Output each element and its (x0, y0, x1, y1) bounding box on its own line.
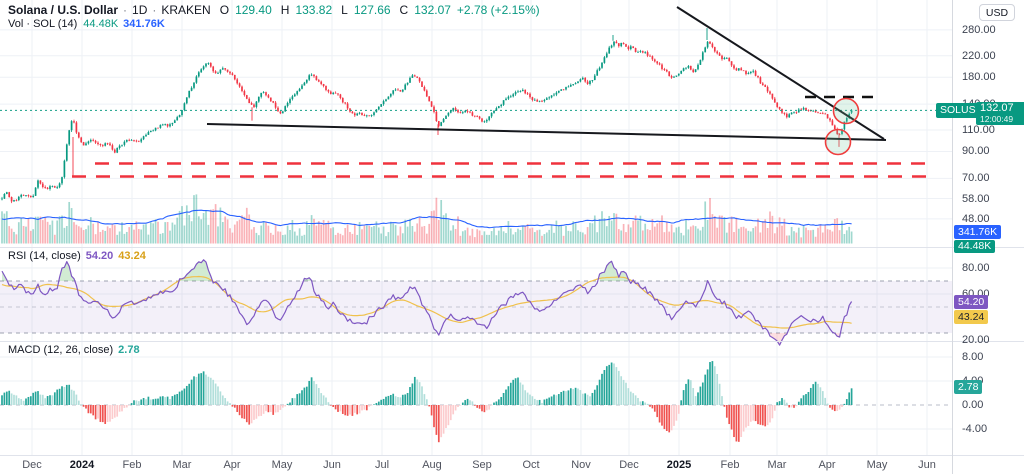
symbol-price-label-badge: SOLUSD (936, 103, 988, 118)
price-tick-label: 48.00 (962, 212, 990, 225)
rsi-ma-badge-text: 43.24 (958, 310, 985, 323)
macd-histogram (1, 361, 853, 443)
rsi-tick-label: 80.00 (962, 262, 990, 274)
support-trendline (206, 123, 887, 141)
macd-tick-label: -4.00 (962, 423, 988, 435)
time-axis-month-label: May (271, 459, 293, 471)
separator-dot: · (152, 3, 157, 17)
rsi-series (1, 259, 853, 346)
rsi-badge-text: 54.20 (958, 295, 985, 308)
macd-badge-text: 2.78 (958, 380, 979, 393)
macd-tick-label: 0.00 (962, 399, 984, 411)
rsi-band (0, 280, 952, 334)
open-value: 129.40 (235, 3, 272, 17)
time-axis-month-label: Sep (472, 459, 492, 471)
time-axis-month-label: Nov (571, 459, 591, 471)
time-axis-month-label: Feb (720, 459, 740, 471)
panel-separator[interactable] (0, 247, 1024, 248)
candlestick-series (1, 28, 853, 204)
time-axis-year-label: 2024 (69, 459, 95, 471)
rsi-value: 54.20 (85, 250, 114, 262)
time-axis-month-label: Jun (918, 459, 936, 471)
symbol-badge-text: SOLUSD (940, 104, 984, 117)
time-axis-month-label: May (866, 459, 888, 471)
drawings-layer[interactable] (0, 6, 952, 178)
change-value: +2.78 (+2.15%) (456, 3, 540, 17)
highlight-circle[interactable] (824, 128, 852, 156)
low-label: L (341, 3, 348, 17)
symbol-title[interactable]: Solana / U.S. Dollar (8, 3, 119, 17)
time-axis-month-label: Mar (767, 459, 787, 471)
price-tick-label: 220.00 (962, 49, 996, 62)
rsi-ma-badge: 43.24 (954, 310, 989, 324)
time-axis-month-label: Apr (818, 459, 836, 471)
descending-trendline (676, 6, 885, 140)
rsi-value-badge: 54.20 (954, 295, 989, 309)
time-axis-month-label: Dec (22, 459, 42, 471)
price-tick-label: 280.00 (962, 23, 996, 36)
close-value: 132.07 (414, 3, 451, 17)
high-value: 133.82 (295, 3, 333, 17)
panel-separator[interactable] (0, 341, 1024, 342)
time-axis-month-label: Apr (223, 459, 241, 471)
rsi-tick-label: 20.00 (962, 334, 990, 346)
volume-current-badge-text: 44.48K (958, 240, 992, 253)
last-price-badge: 132.07 12:00:49 (976, 102, 1024, 125)
grid-layer (0, 0, 952, 455)
high-label: H (280, 3, 290, 17)
time-axis-year-label: 2025 (666, 459, 692, 471)
macd-value-badge: 2.78 (954, 380, 983, 394)
exchange-label[interactable]: KRAKEN (161, 3, 211, 17)
time-axis[interactable]: Dec 2024 Feb Mar Apr May Jun Jul Aug Sep Oct Nov Dec… (0, 455, 1024, 474)
volume-ma-badge: 341.76K (954, 225, 1002, 239)
last-price-value: 132.07 (980, 102, 1014, 115)
price-axis-separator (952, 0, 953, 474)
bar-countdown-timer: 12:00:49 (980, 114, 1014, 125)
macd-value: 2.78 (118, 344, 140, 356)
volume-ma-line (1, 209, 852, 229)
interval-label[interactable]: 1D (132, 3, 148, 17)
price-tick-label: 110.00 (962, 124, 995, 136)
time-axis-month-label: Aug (422, 459, 442, 471)
volume-ma-value: 341.76K (123, 18, 165, 30)
macd-indicator-label[interactable]: MACD (12, 26, close) (8, 344, 114, 356)
volume-legend: Vol · SOL (14) 44.48K 341.76K (8, 18, 165, 30)
currency-toggle-button[interactable]: USD (979, 4, 1015, 21)
time-axis-month-label: Feb (122, 459, 142, 471)
price-tick-label: 180.00 (962, 71, 996, 84)
price-tick-label: 70.00 (962, 172, 990, 185)
time-axis-month-label: Dec (619, 459, 639, 471)
time-axis-month-label: Mar (172, 459, 192, 471)
rsi-indicator-label[interactable]: RSI (14, close) (8, 250, 81, 262)
time-axis-month-label: Oct (522, 459, 540, 471)
macd-legend: MACD (12, 26, close) 2.78 (8, 344, 140, 356)
time-axis-month-label: Jun (323, 459, 341, 471)
time-axis-month-label: Jul (374, 459, 390, 471)
symbol-legend: Solana / U.S. Dollar · 1D · KRAKEN O 129… (8, 3, 540, 17)
volume-current-badge: 44.48K (954, 240, 996, 253)
open-label: O (219, 3, 230, 17)
low-value: 127.66 (353, 3, 391, 17)
volume-indicator-label[interactable]: Vol · SOL (14) (8, 18, 78, 30)
rsi-ma-value: 43.24 (118, 250, 146, 262)
time-axis-separator (0, 455, 1024, 456)
macd-tick-label: 8.00 (962, 351, 984, 363)
volume-ma-badge-text: 341.76K (958, 225, 998, 238)
volume-series (1, 194, 853, 244)
highlight-circle[interactable] (832, 97, 860, 125)
separator-dot: · (123, 3, 128, 17)
rsi-legend: RSI (14, close) 54.20 43.24 (8, 250, 146, 262)
price-tick-label: 58.00 (962, 192, 990, 205)
volume-current-value: 44.48K (83, 18, 119, 30)
close-label: C (399, 3, 409, 17)
price-tick-label: 90.00 (962, 145, 990, 158)
